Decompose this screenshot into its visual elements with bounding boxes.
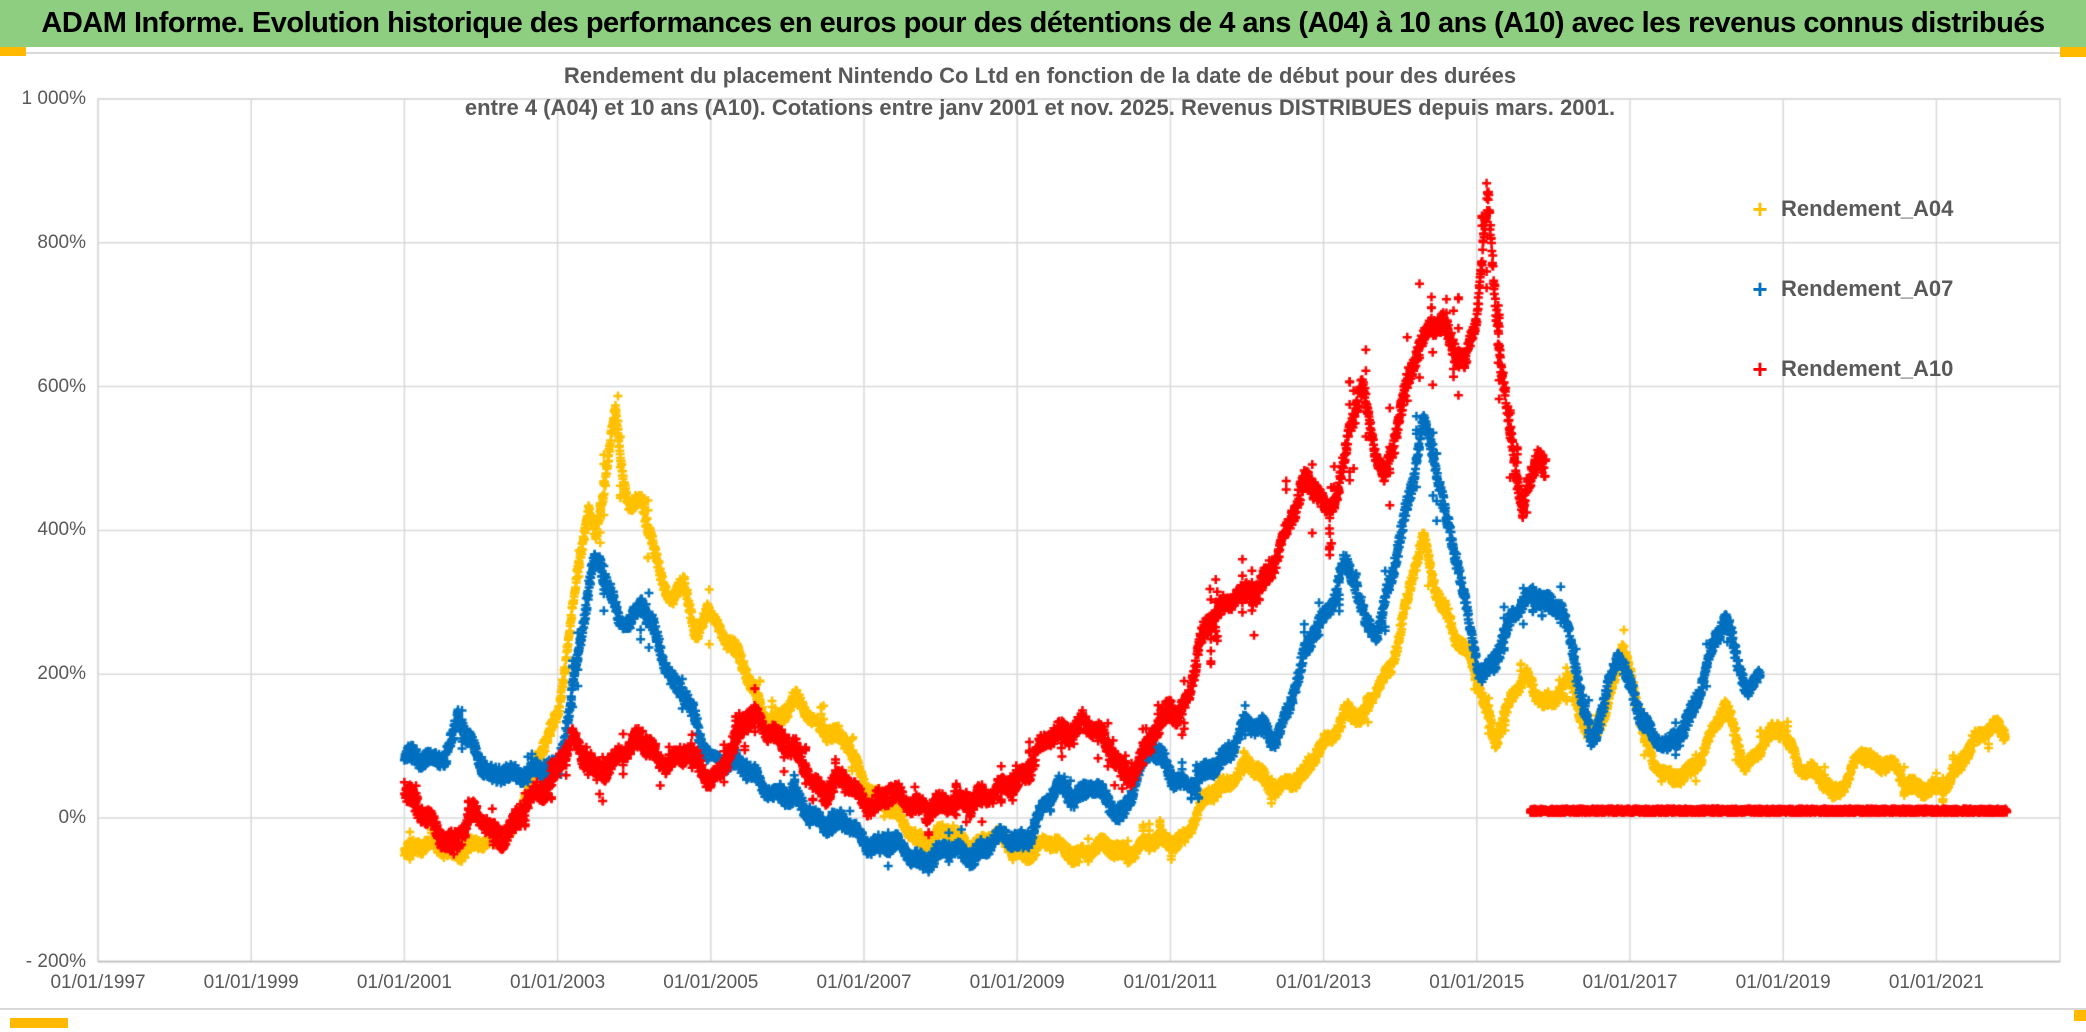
y-axis-tick: 0%: [58, 807, 86, 828]
legend-item-a04[interactable]: + Rendement_A04: [1745, 192, 2075, 226]
x-axis-tick: 01/01/2003: [510, 972, 606, 993]
x-axis-tick: 01/01/1997: [50, 972, 146, 993]
y-axis-tick: 1 000%: [21, 88, 86, 109]
x-axis-tick: 01/01/2019: [1735, 972, 1831, 993]
y-axis-tick: 800%: [37, 231, 86, 253]
legend: + Rendement_A04 + Rendement_A07 + Rendem…: [1745, 192, 2075, 432]
chart-title: Rendement du placement Nintendo Co Ltd e…: [350, 60, 1730, 124]
x-axis-tick: 01/01/2015: [1429, 972, 1525, 993]
x-axis-tick: 01/01/2005: [663, 972, 759, 993]
x-axis-tick: 01/01/2013: [1276, 972, 1372, 993]
x-axis-tick: 01/01/2011: [1123, 972, 1218, 993]
x-axis-tick: 01/01/2009: [969, 972, 1065, 993]
x-axis-tick: 01/01/2007: [816, 972, 912, 993]
plus-marker-icon: +: [1752, 274, 1768, 304]
x-axis-tick: 01/01/2017: [1582, 972, 1678, 993]
legend-item-a07[interactable]: + Rendement_A07: [1745, 272, 2075, 306]
legend-label: Rendement_A10: [1781, 356, 1954, 381]
chart-title-line2: entre 4 (A04) et 10 ans (A10). Cotations…: [464, 95, 1616, 120]
plus-marker-icon: +: [1752, 354, 1768, 384]
legend-label: Rendement_A04: [1781, 196, 1954, 221]
y-axis-tick: 400%: [37, 519, 86, 541]
legend-label: Rendement_A07: [1781, 276, 1954, 301]
chart-title-line1: Rendement du placement Nintendo Co Ltd e…: [563, 63, 1517, 88]
y-axis-tick: - 200%: [25, 950, 86, 972]
legend-item-a10[interactable]: + Rendement_A10: [1745, 352, 2075, 386]
x-axis-tick: 01/01/1999: [203, 972, 299, 993]
x-axis-tick: 01/01/2001: [356, 972, 452, 993]
x-axis-tick: 01/01/2021: [1888, 972, 1984, 993]
plus-marker-icon: +: [1752, 194, 1768, 224]
y-axis-tick: 200%: [37, 663, 86, 685]
y-axis-tick: 600%: [37, 375, 86, 397]
